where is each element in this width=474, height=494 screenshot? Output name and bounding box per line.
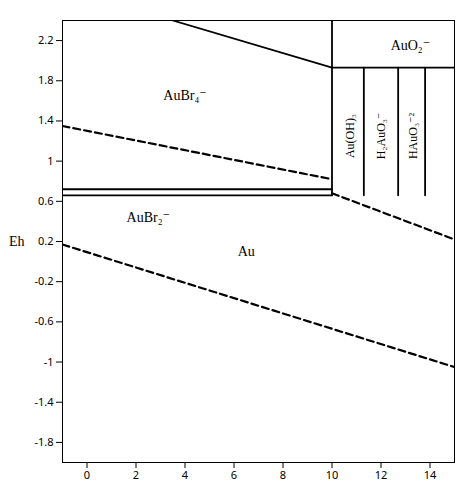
svg-text:HAuO₃⁻²: HAuO₃⁻² <box>406 113 420 160</box>
svg-text:10: 10 <box>326 467 339 482</box>
svg-text:-0.6: -0.6 <box>34 313 53 328</box>
svg-text:6: 6 <box>231 467 237 482</box>
svg-text:8: 8 <box>280 467 286 482</box>
svg-text:0.6: 0.6 <box>38 193 54 208</box>
svg-text:AuBr₄⁻: AuBr₄⁻ <box>163 88 206 103</box>
svg-text:2: 2 <box>133 467 139 482</box>
svg-text:14: 14 <box>424 467 437 482</box>
svg-text:H₂AuO₃⁻: H₂AuO₃⁻ <box>374 113 388 160</box>
svg-text:Au: Au <box>238 244 255 259</box>
svg-text:Eh: Eh <box>9 234 25 249</box>
svg-text:AuO₂⁻: AuO₂⁻ <box>391 38 431 53</box>
svg-text:2.2: 2.2 <box>38 32 54 47</box>
svg-text:4: 4 <box>182 467 189 482</box>
svg-text:0.2: 0.2 <box>38 233 54 248</box>
svg-text:-1.4: -1.4 <box>34 394 54 409</box>
svg-text:-1: -1 <box>44 354 54 369</box>
svg-text:1.8: 1.8 <box>38 72 54 87</box>
svg-text:AuBr₂⁻: AuBr₂⁻ <box>127 210 170 225</box>
svg-text:1.4: 1.4 <box>38 112 54 127</box>
svg-text:-0.2: -0.2 <box>34 273 53 288</box>
svg-text:12: 12 <box>375 467 388 482</box>
svg-text:Au(OH)₃: Au(OH)₃ <box>343 114 357 158</box>
svg-text:0: 0 <box>84 467 90 482</box>
svg-text:-1.8: -1.8 <box>34 434 53 449</box>
svg-text:1: 1 <box>47 153 53 168</box>
